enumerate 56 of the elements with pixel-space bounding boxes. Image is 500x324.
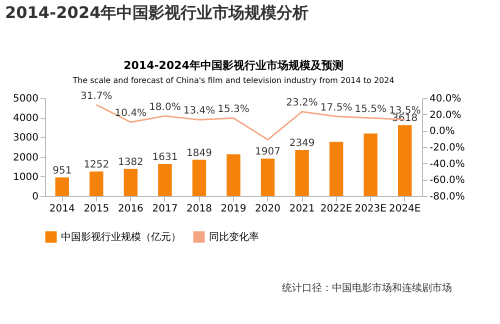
y-tick-label: 0 [32,192,38,202]
bar [55,177,69,196]
data-label: 1252 [84,159,110,170]
data-label: 17.5% [320,102,352,114]
y-tick-label: 2000 [13,152,38,164]
y-tick-label: 3000 [13,132,38,144]
bar [192,160,206,196]
x-tick-label: 2023E [354,204,386,214]
x-tick-label: 2018 [186,204,212,214]
legend-label: 中国影视行业规模（亿元） [61,231,181,243]
x-tick-label: 2016 [118,204,144,214]
data-label: 1382 [118,156,144,168]
chart-subtitle: The scale and forecast of China's film and television industry from 2014 to 2024 [72,76,394,85]
bar [158,164,172,196]
legend-label: 同比变化率 [209,231,259,243]
chart-title: 2014-2024年中国影视行业市场规模及预测 [124,59,344,72]
x-tick-label: 2020 [255,204,280,214]
text: 统计口径：中国电影市场和连续剧市场 [282,282,452,294]
bar [295,150,309,196]
bar [398,125,412,196]
x-tick-label: 2017 [152,204,178,214]
data-label: 13.4% [183,106,216,117]
y-tick-label: 1000 [13,172,38,183]
data-label: 18.0% [149,102,181,113]
data-label: 15.5% [354,104,386,116]
y2-tick-label: -60.0% [430,175,465,186]
data-label: 951 [52,165,72,176]
x-tick-label: 2019 [220,204,246,214]
data-label: 1849 [186,148,212,159]
y2-tick-label: -40.0% [430,158,465,170]
data-label: 31.7% [80,90,112,102]
y2-tick-label: 20.0% [430,110,462,121]
bar [124,168,138,196]
y2-tick-label: -20.0% [430,142,465,154]
x-tick-label: 2022E [320,204,352,214]
data-label: 2349 [289,138,315,149]
x-tick-label: 2014 [49,204,75,214]
bar [329,142,344,196]
y-tick-label: 4000 [13,113,38,124]
bar [364,133,378,196]
x-tick-label: 2015 [84,204,110,214]
x-tick-label: 2024E [388,204,421,214]
data-label: 1907 [255,146,280,158]
y2-tick-label: 40.0% [430,94,462,104]
text: 2014-2024年中国影视行业市场规模分析 [5,3,309,22]
bar [90,171,104,196]
data-label: 1631 [152,152,178,164]
data-label: 23.2% [286,98,318,109]
bar [260,158,275,196]
bar [226,154,240,196]
data-label: 10.4% [114,108,147,120]
data-label: 15.3% [218,104,250,116]
y2-tick-label: -80.0% [430,192,465,202]
y-tick-label: 5000 [13,94,38,104]
y2-tick-label: 0.0% [430,126,455,138]
x-tick-label: 2021 [289,204,315,214]
